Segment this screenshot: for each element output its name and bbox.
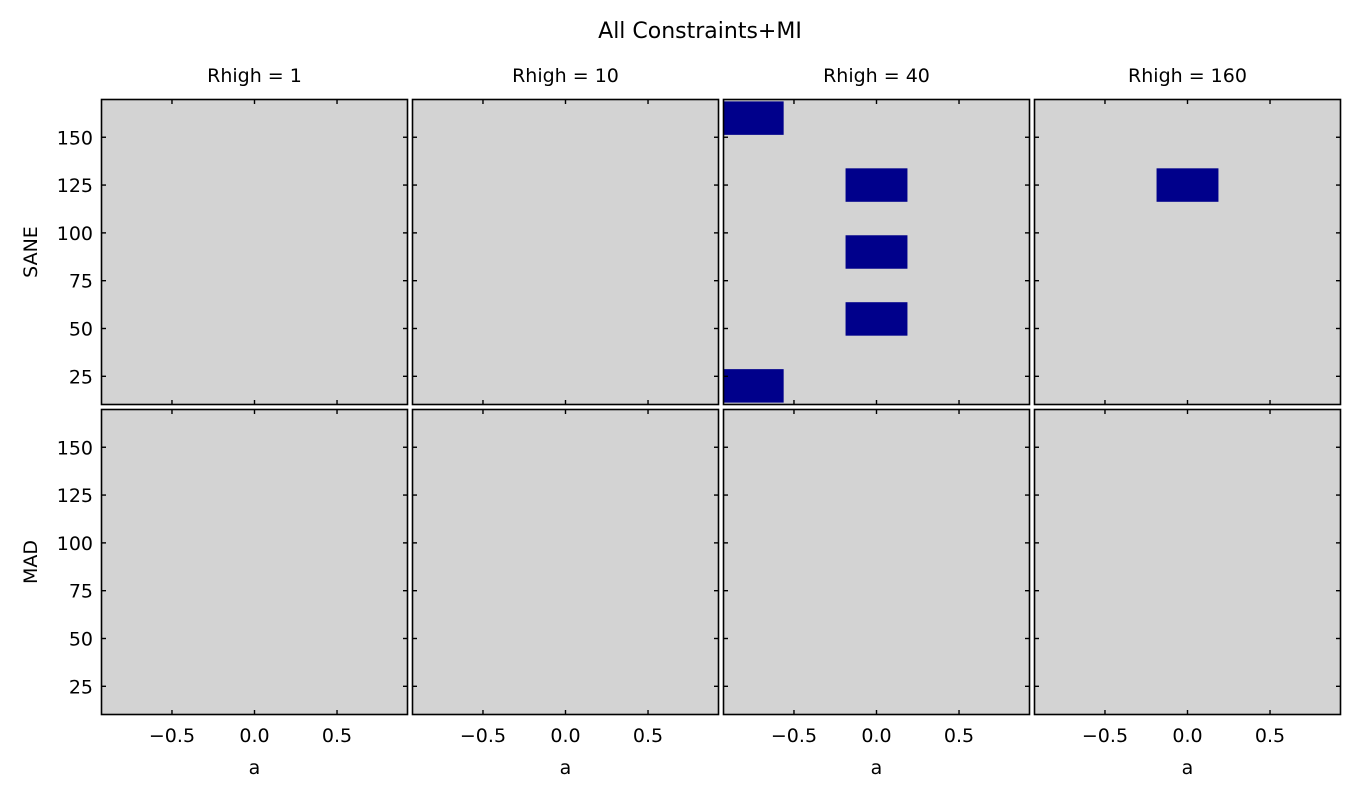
x-tick-label: 0.5 — [944, 725, 974, 747]
x-tick-label: 0.0 — [550, 725, 580, 747]
heatmap-cell — [723, 369, 784, 403]
y-tick-label: 50 — [69, 629, 93, 651]
heatmap-cells — [723, 101, 908, 403]
column-title: Rhigh = 160 — [1128, 65, 1247, 87]
y-tick-label: 150 — [57, 127, 93, 149]
x-tick-label: 0.5 — [633, 725, 663, 747]
column-title: Rhigh = 40 — [823, 65, 930, 87]
panel-mad-rhigh-1: 25 50 75 100 125 150 MAD −0.5 0.0 0.5 a — [20, 408, 409, 779]
y-tick-label: 75 — [69, 581, 93, 603]
y-tick-label: 75 — [69, 271, 93, 293]
y-tick-label: 125 — [57, 175, 93, 197]
x-tick-label: 0.0 — [239, 725, 269, 747]
panel-background — [412, 409, 719, 715]
y-tick-label: 50 — [69, 319, 93, 341]
heatmap-cell — [845, 168, 908, 202]
panel-sane-rhigh-1: Rhigh = 1 25 50 75 100 125 150 SANE — [20, 65, 409, 406]
x-axis-label: a — [249, 757, 261, 779]
x-tick-label: 0.5 — [322, 725, 352, 747]
x-axis-label: a — [871, 757, 883, 779]
heatmap-cell — [845, 235, 908, 269]
y-tick-label: 100 — [57, 223, 93, 245]
x-tick-label: −0.5 — [1082, 725, 1128, 747]
heatmap-cell — [845, 302, 908, 336]
y-tick-label: 25 — [69, 676, 93, 698]
panel-grid: Rhigh = 1 25 50 75 100 125 150 SANE Rhigh = 10 Rh… — [20, 65, 1342, 779]
x-axis-label: a — [560, 757, 572, 779]
panel-sane-rhigh-40: Rhigh = 40 — [722, 65, 1031, 406]
y-tick-label: 125 — [57, 485, 93, 507]
column-title: Rhigh = 1 — [207, 65, 302, 87]
x-tick-label: −0.5 — [460, 725, 506, 747]
y-tick-label: 100 — [57, 533, 93, 555]
panel-background — [1034, 409, 1341, 715]
heatmap-cell — [1156, 168, 1219, 202]
panel-background — [101, 409, 408, 715]
row-label: SANE — [20, 226, 42, 278]
x-tick-label: 0.0 — [1172, 725, 1202, 747]
panel-mad-rhigh-10: −0.5 0.0 0.5 a — [411, 408, 720, 779]
column-title: Rhigh = 10 — [512, 65, 619, 87]
x-tick-label: −0.5 — [149, 725, 195, 747]
heatmap-cell — [723, 101, 784, 135]
panel-background — [412, 99, 719, 405]
panel-sane-rhigh-160: Rhigh = 160 — [1033, 65, 1342, 406]
panel-background — [723, 409, 1030, 715]
panel-sane-rhigh-10: Rhigh = 10 — [411, 65, 720, 406]
panel-background — [101, 99, 408, 405]
panel-mad-rhigh-160: −0.5 0.0 0.5 a — [1033, 408, 1342, 779]
panel-background — [1034, 99, 1341, 405]
heatmap-cells — [1156, 168, 1219, 202]
figure-title: All Constraints+MI — [598, 19, 802, 44]
row-label: MAD — [20, 540, 42, 584]
y-tick-label: 150 — [57, 437, 93, 459]
x-tick-label: −0.5 — [771, 725, 817, 747]
x-tick-label: 0.0 — [861, 725, 891, 747]
panel-mad-rhigh-40: −0.5 0.0 0.5 a — [722, 408, 1031, 779]
y-tick-label: 25 — [69, 366, 93, 388]
x-tick-label: 0.5 — [1255, 725, 1285, 747]
x-axis-label: a — [1182, 757, 1194, 779]
